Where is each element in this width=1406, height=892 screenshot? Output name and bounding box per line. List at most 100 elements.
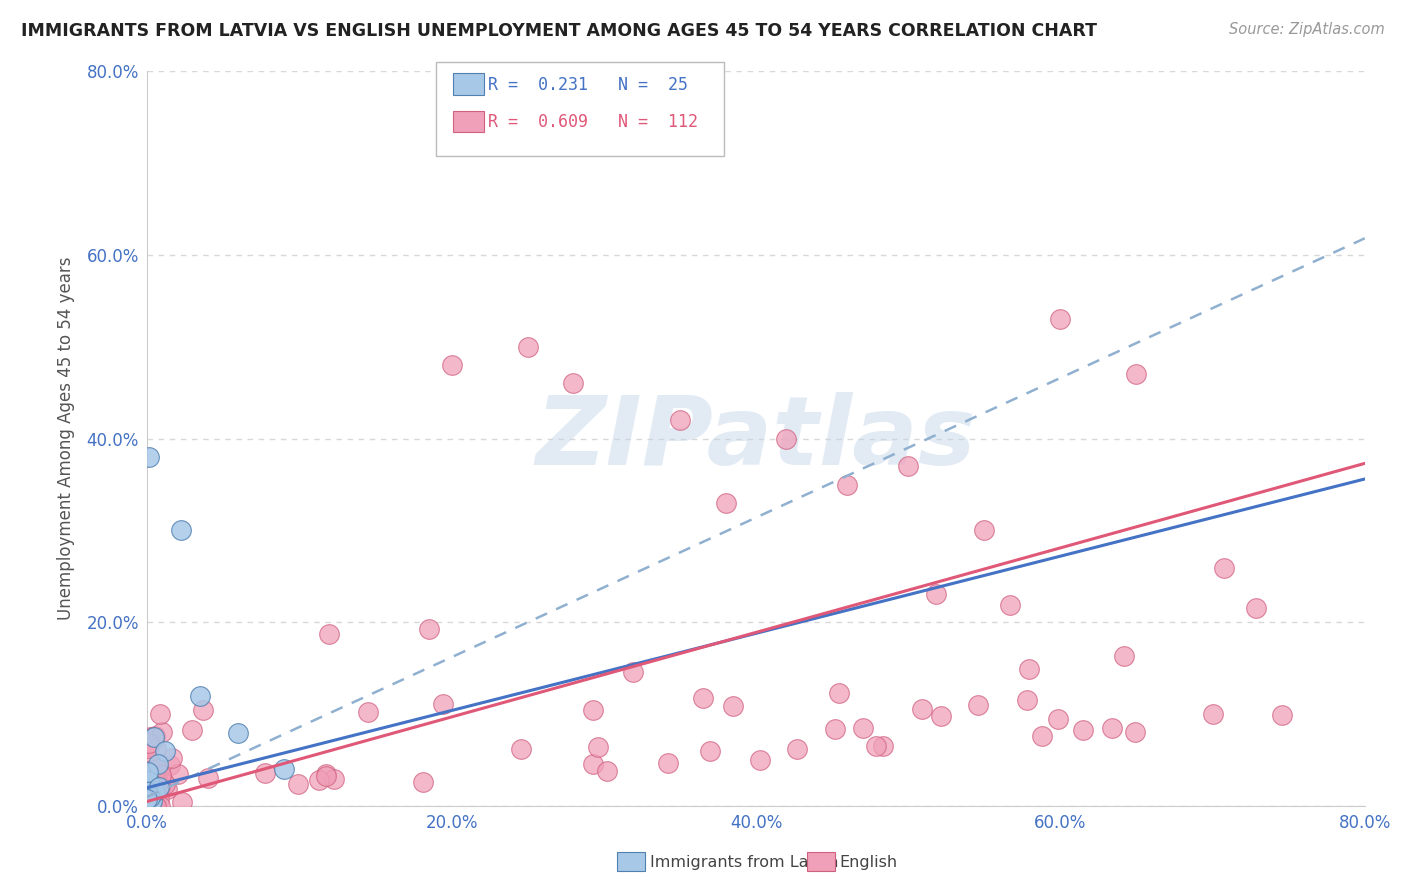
Point — [142, 790, 165, 805]
Point — [136, 798, 159, 813]
Point — [143, 729, 166, 743]
Point — [139, 790, 162, 805]
Point — [136, 767, 159, 781]
Point — [150, 768, 173, 782]
Point — [136, 787, 159, 801]
Point — [136, 796, 159, 810]
Point — [432, 697, 454, 711]
Point — [136, 793, 159, 807]
Point — [510, 741, 533, 756]
Point — [139, 795, 162, 809]
Point — [967, 698, 990, 712]
Point — [141, 777, 163, 791]
Point — [723, 698, 745, 713]
Point — [287, 777, 309, 791]
Point — [142, 780, 165, 795]
Point — [190, 689, 212, 703]
Point — [148, 707, 170, 722]
Point — [136, 772, 159, 787]
Point — [308, 773, 330, 788]
Point — [440, 358, 463, 372]
Point — [142, 784, 165, 798]
Point — [138, 789, 160, 803]
Point — [1031, 730, 1053, 744]
Point — [141, 773, 163, 788]
Point — [145, 762, 167, 776]
Point — [139, 782, 162, 797]
Point — [148, 780, 170, 794]
Point — [139, 784, 162, 798]
Point — [141, 796, 163, 810]
Point — [191, 703, 214, 717]
Point — [254, 766, 277, 780]
Point — [852, 721, 875, 735]
Point — [160, 751, 183, 765]
Point — [145, 741, 167, 756]
Point — [142, 792, 165, 806]
Point — [136, 784, 159, 798]
Point — [318, 627, 340, 641]
Text: Immigrants from Latvia: Immigrants from Latvia — [650, 855, 838, 870]
Point — [1125, 368, 1147, 382]
Point — [273, 762, 295, 776]
Point — [872, 739, 894, 754]
Point — [714, 496, 737, 510]
Point — [138, 756, 160, 770]
Point — [148, 793, 170, 807]
Point — [153, 777, 176, 791]
Point — [159, 758, 181, 772]
Point — [143, 783, 166, 797]
Point — [323, 772, 346, 787]
Point — [138, 782, 160, 797]
Text: ZIPatlas: ZIPatlas — [536, 392, 976, 485]
Point — [139, 739, 162, 753]
Text: English: English — [839, 855, 897, 870]
Point — [775, 432, 797, 446]
Point — [139, 796, 162, 810]
Point — [1271, 708, 1294, 723]
Text: IMMIGRANTS FROM LATVIA VS ENGLISH UNEMPLOYMENT AMONG AGES 45 TO 54 YEARS CORRELA: IMMIGRANTS FROM LATVIA VS ENGLISH UNEMPL… — [21, 22, 1097, 40]
Point — [143, 730, 166, 744]
Point — [180, 723, 202, 738]
Point — [786, 741, 808, 756]
Point — [169, 524, 191, 538]
Point — [657, 756, 679, 771]
Text: R =  0.609   N =  112: R = 0.609 N = 112 — [488, 113, 697, 131]
Point — [141, 788, 163, 802]
Point — [172, 795, 194, 809]
Point — [582, 757, 605, 772]
Point — [228, 725, 250, 739]
Point — [582, 703, 605, 717]
Point — [596, 764, 619, 779]
Point — [412, 775, 434, 789]
Point — [1201, 707, 1223, 722]
Text: Source: ZipAtlas.com: Source: ZipAtlas.com — [1229, 22, 1385, 37]
Point — [562, 376, 585, 391]
Point — [516, 340, 538, 354]
Point — [146, 757, 169, 772]
Point — [692, 691, 714, 706]
Point — [141, 794, 163, 808]
Point — [139, 730, 162, 744]
Point — [418, 623, 440, 637]
Point — [142, 780, 165, 794]
Point — [149, 799, 172, 814]
Point — [149, 779, 172, 793]
Point — [142, 775, 165, 789]
Point — [1046, 712, 1069, 726]
Point — [142, 730, 165, 744]
Point — [136, 778, 159, 792]
Point — [136, 783, 159, 797]
Point — [1018, 662, 1040, 676]
Point — [139, 793, 162, 807]
Point — [356, 705, 378, 719]
Point — [138, 776, 160, 790]
Point — [138, 450, 160, 464]
Point — [748, 753, 770, 767]
Point — [1071, 723, 1094, 737]
Point — [139, 784, 162, 798]
Text: R =  0.231   N =  25: R = 0.231 N = 25 — [488, 76, 688, 94]
Point — [166, 767, 188, 781]
Point — [911, 702, 934, 716]
Point — [139, 798, 162, 813]
